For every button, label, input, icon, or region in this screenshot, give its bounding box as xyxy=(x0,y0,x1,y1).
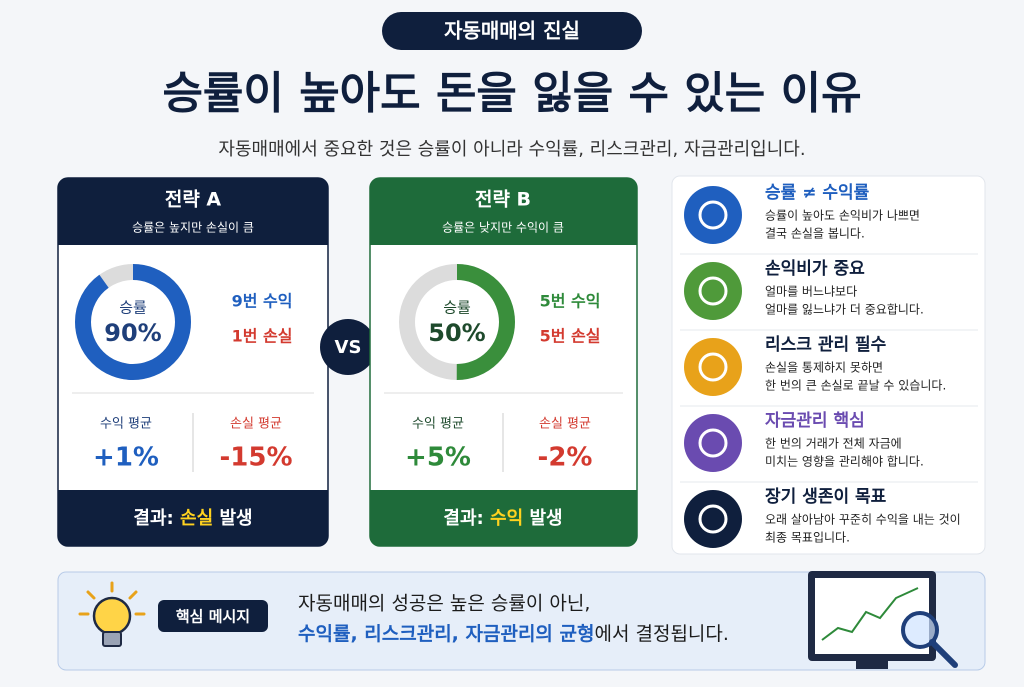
point-desc: 최종 목표입니다. xyxy=(765,531,850,545)
badge-bg xyxy=(382,12,642,50)
message-box: 핵심 메시지 자동매매의 성공은 높은 승률이 아닌, 수익률, 리스크관리, … xyxy=(57,571,986,671)
avg-loss: -15% xyxy=(219,443,292,473)
result-word: 수익 xyxy=(490,508,523,529)
donut-value: 50% xyxy=(428,319,485,347)
stat-caption: 손실 평균 xyxy=(539,417,591,432)
result-suffix: 발생 xyxy=(529,508,562,529)
losses: 5번 손실 xyxy=(540,327,601,346)
point-title: 리스크 관리 필수 xyxy=(765,335,887,355)
message-emphasis: 수익률, 리스크관리, 자금관리의 균형 xyxy=(298,623,594,645)
point-desc: 한 번의 큰 손실로 끝날 수 있습니다. xyxy=(765,379,946,393)
card-a: 전략 A 승률은 높지만 손실이 큼 승률 90% 9번 수익 1번 손실 수익… xyxy=(57,177,329,547)
point-desc: 오래 살아남아 꾸준히 수익을 내는 것이 xyxy=(765,513,961,527)
wins: 9번 수익 xyxy=(232,292,293,311)
vs: VS xyxy=(335,337,362,358)
point-desc: 결국 손실을 봅니다. xyxy=(765,227,865,241)
vs-circle xyxy=(320,319,376,375)
result-suffix: 발생 xyxy=(219,508,252,529)
result: 결과: 수익 발생 xyxy=(443,508,562,529)
point-desc: 한 번의 거래가 전체 자금에 xyxy=(765,437,902,451)
point-desc: 승률이 높아도 손익비가 나쁘면 xyxy=(765,209,920,223)
icon xyxy=(684,490,742,548)
point-title: 승률 ≠ 수익률 xyxy=(765,183,870,203)
stat-caption: 수익 평균 xyxy=(412,417,464,432)
donut-caption: 승률 xyxy=(443,299,471,317)
message-label: 핵심 메시지 xyxy=(176,608,250,626)
result-prefix: 결과: xyxy=(443,508,483,529)
icon-inner xyxy=(698,352,728,382)
message-rest: 에서 결정됩니다. xyxy=(594,623,728,645)
point-title: 손익비가 중요 xyxy=(765,259,865,279)
card-title: 전략 B xyxy=(475,189,531,211)
donut-arc xyxy=(75,264,191,380)
result-word: 손실 xyxy=(180,508,213,529)
point-title: 자금관리 핵심 xyxy=(765,411,865,431)
icon xyxy=(684,414,742,472)
card-title: 전략 A xyxy=(165,189,222,211)
donut-value: 90% xyxy=(104,319,161,347)
donut-arc xyxy=(399,264,515,380)
point-desc: 얼마를 버느냐보다 xyxy=(765,285,857,299)
card-b: 전략 B 승률은 낮지만 수익이 큼 승률 50% 5번 수익 5번 손실 수익… xyxy=(369,177,638,547)
badge: 자동매매의 진실 xyxy=(444,19,580,43)
icon xyxy=(684,262,742,320)
point-desc: 얼마를 잃느냐가 더 중요합니다. xyxy=(765,303,924,317)
icon-inner xyxy=(698,504,728,534)
subtitle: 자동매매에서 중요한 것은 승률이 아니라 수익률, 리스크관리, 자금관리입니… xyxy=(218,139,805,160)
title: 승률이 높아도 돈을 잃을 수 있는 이유 xyxy=(162,68,861,119)
avg-profit: +5% xyxy=(405,443,471,473)
icon-inner xyxy=(698,276,728,306)
point-desc: 미치는 영향을 관리해야 합니다. xyxy=(765,455,924,469)
point-title: 장기 생존이 목표 xyxy=(765,487,887,507)
icon-inner xyxy=(698,428,728,458)
message-line2: 수익률, 리스크관리, 자금관리의 균형에서 결정됩니다. xyxy=(298,623,729,645)
wins: 5번 수익 xyxy=(540,292,601,311)
icon xyxy=(684,186,742,244)
message-line1: 자동매매의 성공은 높은 승률이 아닌, xyxy=(298,593,590,615)
avg-loss: -2% xyxy=(538,443,593,473)
result: 결과: 손실 발생 xyxy=(133,508,252,529)
donut-caption: 승률 xyxy=(119,299,147,317)
losses: 1번 손실 xyxy=(232,327,293,346)
result-prefix: 결과: xyxy=(133,508,173,529)
card-desc: 승률은 높지만 손실이 큼 xyxy=(132,221,254,235)
icon xyxy=(684,338,742,396)
icon-inner xyxy=(698,200,728,230)
stat-caption: 수익 평균 xyxy=(100,417,152,432)
point-desc: 손실을 통제하지 못하면 xyxy=(765,361,883,375)
stat-caption: 손실 평균 xyxy=(230,417,282,432)
avg-profit: +1% xyxy=(93,443,159,473)
card-desc: 승률은 낮지만 수익이 큼 xyxy=(442,221,564,235)
